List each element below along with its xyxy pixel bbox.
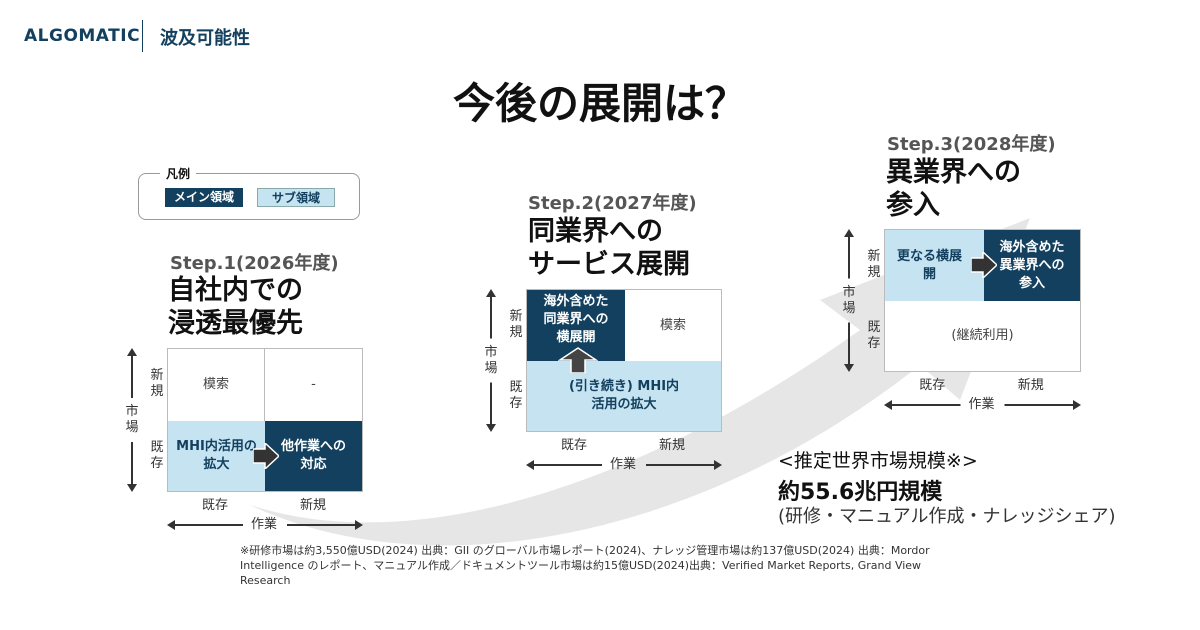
arrow-right-icon bbox=[971, 252, 997, 278]
work-axis-arrow bbox=[167, 520, 363, 530]
market-new-label: 新規 bbox=[509, 308, 523, 340]
work-axis-label: 作業 bbox=[610, 457, 637, 472]
step2-matrix: 海外含めた同業界への横展開 模索 (引き続き) MHI内活用の拡大 bbox=[526, 289, 722, 432]
step2-label: Step.2(2027年度) bbox=[528, 193, 697, 214]
footnote-line: ※研修市場は約3,550億USD(2024) 出典：GII のグローバル市場レポ… bbox=[240, 544, 930, 557]
heading-line: 参入 bbox=[886, 190, 940, 221]
cell-new-new: 模索 bbox=[625, 290, 721, 361]
cell-new-existing: 更なる横展開 bbox=[885, 230, 984, 301]
work-axis-arrow bbox=[884, 400, 1081, 410]
footnote-line: Intelligence のレポート、マニュアル作成／ドキュメントツール市場は約… bbox=[240, 559, 922, 587]
work-axis-label: 作業 bbox=[968, 397, 995, 412]
work-existing-label: 既存 bbox=[202, 498, 229, 513]
market-axis-label: 市場 bbox=[484, 344, 498, 376]
work-existing-label: 既存 bbox=[561, 438, 588, 453]
cell-new-existing: 海外含めた同業界への横展開 bbox=[527, 290, 625, 361]
market-axis-label: 市場 bbox=[842, 284, 856, 316]
cell-new-new: - bbox=[265, 349, 362, 421]
market-axis-arrow bbox=[127, 348, 137, 492]
market-existing-label: 既存 bbox=[509, 380, 523, 412]
market-axis-arrow bbox=[844, 229, 854, 372]
work-new-label: 新規 bbox=[300, 498, 327, 513]
step1-label: Step.1(2026年度) bbox=[170, 253, 339, 274]
step1-heading: 自社内での 浸透最優先 bbox=[168, 274, 303, 340]
heading-line: 同業界への bbox=[528, 216, 663, 247]
market-existing-label: 既存 bbox=[150, 440, 164, 471]
work-axis-label: 作業 bbox=[251, 517, 278, 532]
footnote: ※研修市場は約3,550億USD(2024) 出典：GII のグローバル市場レポ… bbox=[240, 543, 960, 588]
legend-sub: サブ領域 bbox=[257, 188, 335, 207]
section-title: 波及可能性 bbox=[160, 28, 250, 49]
heading-line: 浸透最優先 bbox=[168, 308, 303, 339]
market-new-label: 新規 bbox=[867, 248, 881, 280]
cell-existing: (引き続き) MHI内活用の拡大 bbox=[527, 361, 721, 431]
legend bbox=[138, 173, 360, 220]
market-scope: (研修・マニュアル作成・ナレッジシェア) bbox=[778, 506, 1116, 527]
heading-line: サービス展開 bbox=[528, 249, 690, 280]
cell-new-existing: 模索 bbox=[168, 349, 265, 421]
work-new-label: 新規 bbox=[659, 438, 686, 453]
cell-new-new: 海外含めた異業界への参入 bbox=[984, 230, 1080, 301]
step2-heading: 同業界への サービス展開 bbox=[528, 215, 690, 281]
legend-main: メイン領域 bbox=[165, 188, 243, 207]
market-axis-label: 市場 bbox=[125, 404, 139, 435]
work-axis-arrow bbox=[526, 460, 722, 470]
cell-existing: (継続利用) bbox=[885, 301, 1080, 371]
header-divider bbox=[142, 20, 143, 52]
page-title: 今後の展開は？ bbox=[452, 79, 747, 128]
step3-label: Step.3(2028年度) bbox=[887, 134, 1056, 155]
arrow-right-icon bbox=[253, 443, 279, 469]
step1-matrix: 模索 - MHI内活用の拡大 他作業への対応 bbox=[167, 348, 363, 492]
step3-matrix: 更なる横展開 海外含めた異業界への参入 (継続利用) bbox=[884, 229, 1081, 372]
step3-heading: 異業界への 参入 bbox=[886, 156, 1021, 222]
market-label: <推定世界市場規模※> bbox=[778, 450, 978, 472]
cell-existing-new: 他作業への対応 bbox=[265, 421, 362, 491]
arrow-up-icon bbox=[558, 347, 598, 373]
logo: ALGOMATIC bbox=[24, 26, 141, 46]
market-existing-label: 既存 bbox=[867, 320, 881, 352]
work-existing-label: 既存 bbox=[919, 378, 946, 393]
market-axis-arrow bbox=[486, 289, 496, 432]
heading-line: 自社内での bbox=[168, 275, 303, 306]
work-new-label: 新規 bbox=[1017, 378, 1044, 393]
cell-existing-existing: MHI内活用の拡大 bbox=[168, 421, 265, 491]
market-value: 約55.6兆円規模 bbox=[778, 480, 943, 505]
market-new-label: 新規 bbox=[150, 368, 164, 399]
heading-line: 異業界への bbox=[886, 157, 1021, 188]
legend-label: 凡例 bbox=[160, 165, 197, 182]
